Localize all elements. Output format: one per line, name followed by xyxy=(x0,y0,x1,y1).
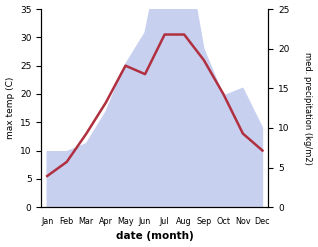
Y-axis label: med. precipitation (kg/m2): med. precipitation (kg/m2) xyxy=(303,52,313,165)
Y-axis label: max temp (C): max temp (C) xyxy=(5,77,15,139)
X-axis label: date (month): date (month) xyxy=(116,231,194,242)
